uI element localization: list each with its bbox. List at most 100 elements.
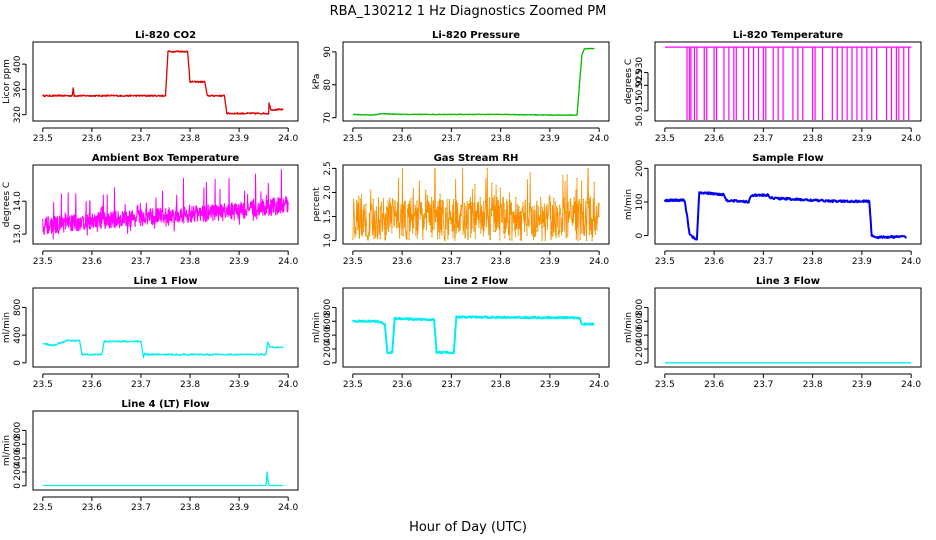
x-tick-label: 24.0 bbox=[589, 134, 609, 144]
plot-area bbox=[663, 191, 908, 241]
y-tick-label: 50.925 bbox=[635, 70, 645, 102]
x-tick-label: 23.6 bbox=[704, 134, 724, 144]
x-tick-label: 23.9 bbox=[540, 134, 560, 144]
x-tick-label: 23.9 bbox=[229, 380, 249, 390]
x-tick-label: 23.5 bbox=[33, 134, 53, 144]
series-line bbox=[42, 50, 284, 115]
x-tick-label: 23.9 bbox=[852, 380, 872, 390]
plot-frame bbox=[32, 164, 299, 245]
y-tick-label: 1.5 bbox=[323, 209, 333, 223]
x-tick-label: 23.7 bbox=[441, 380, 461, 390]
x-tick-label: 23.7 bbox=[441, 134, 461, 144]
y-axis-label: degrees C bbox=[624, 59, 634, 104]
panel-title: Line 1 Flow bbox=[134, 276, 198, 287]
plot-area bbox=[352, 47, 595, 117]
y-tick-label: 400 bbox=[13, 326, 23, 343]
x-tick-label: 23.5 bbox=[343, 257, 363, 267]
x-tick-label: 24.0 bbox=[901, 257, 921, 267]
y-tick-label: 800 bbox=[635, 299, 645, 316]
series-line bbox=[352, 168, 600, 242]
y-tick-label: 600 bbox=[635, 312, 645, 329]
panel-title: Line 4 (LT) Flow bbox=[121, 399, 209, 410]
x-tick-label: 23.7 bbox=[131, 257, 151, 267]
panel-licor_temp: Li-820 Temperature 23.5 23.6 23.7 23.8 23.9 24… bbox=[624, 30, 922, 144]
x-tick-label: 24.0 bbox=[278, 503, 298, 513]
x-tick-label: 23.6 bbox=[82, 134, 102, 144]
x-tick-label: 23.5 bbox=[33, 503, 53, 513]
x-tick-label: 23.8 bbox=[491, 134, 511, 144]
y-tick-label: 600 bbox=[323, 312, 333, 329]
x-tick-label: 23.8 bbox=[180, 134, 200, 144]
x-tick-label: 23.7 bbox=[753, 134, 773, 144]
series-line bbox=[42, 339, 284, 359]
y-tick-label: 0 bbox=[323, 360, 333, 366]
panel-title: Ambient Box Temperature bbox=[92, 153, 239, 164]
series-points bbox=[352, 167, 600, 242]
panel-title: Li-820 Temperature bbox=[733, 30, 843, 41]
x-tick-label: 23.5 bbox=[33, 257, 53, 267]
y-tick-label: 200 bbox=[635, 160, 645, 177]
panel-title: Sample Flow bbox=[752, 153, 824, 164]
x-tick-label: 23.7 bbox=[753, 257, 773, 267]
y-tick-label: 80 bbox=[323, 79, 333, 91]
y-axis-label: kPa bbox=[312, 74, 322, 90]
y-tick-label: 2.5 bbox=[323, 161, 333, 175]
x-tick-label: 23.6 bbox=[82, 257, 102, 267]
x-tick-label: 24.0 bbox=[901, 134, 921, 144]
x-tick-label: 24.0 bbox=[278, 134, 298, 144]
x-tick-label: 23.9 bbox=[852, 257, 872, 267]
y-tick-label: 400 bbox=[635, 326, 645, 343]
panel-ambient_temp: Ambient Box Temperature 23.5 23.6 23.7 23.8 2… bbox=[2, 153, 299, 267]
series-line bbox=[351, 315, 595, 355]
panel-title: Line 2 Flow bbox=[444, 276, 508, 287]
panel-co2: Li-820 CO2 23.5 23.6 23.7 23.8 23.9 24.0 320 360… bbox=[2, 30, 299, 144]
plot-area bbox=[351, 315, 595, 355]
x-tick-label: 23.5 bbox=[655, 380, 675, 390]
y-tick-label: 800 bbox=[13, 422, 23, 439]
plot-frame bbox=[32, 287, 299, 368]
y-tick-label: 400 bbox=[13, 449, 23, 466]
x-tick-label: 24.0 bbox=[589, 380, 609, 390]
plot-area bbox=[664, 46, 912, 120]
panel-rh: Gas Stream RH 23.5 23.6 23.7 23.8 23.9 24.0 1.0… bbox=[312, 153, 610, 267]
panel-title: Li-820 CO2 bbox=[135, 30, 196, 41]
y-axis-label: ml/min bbox=[2, 312, 12, 343]
panel-line2: Line 2 Flow 23.5 23.6 23.7 23.8 23.9 24.0 0 2004… bbox=[312, 276, 610, 390]
plot-frame bbox=[32, 41, 299, 122]
y-tick-label: 90 bbox=[323, 46, 333, 58]
plot-frame bbox=[32, 410, 299, 491]
panel-line1: Line 1 Flow 23.5 23.6 23.7 23.8 23.9 24.0 0 400 8… bbox=[2, 276, 299, 390]
x-tick-label: 23.8 bbox=[180, 380, 200, 390]
x-tick-label: 24.0 bbox=[589, 257, 609, 267]
plot-area bbox=[352, 167, 600, 242]
y-tick-label: 13.0 bbox=[13, 224, 23, 244]
y-tick-label: 800 bbox=[323, 299, 333, 316]
x-tick-label: 24.0 bbox=[278, 380, 298, 390]
x-tick-label: 23.7 bbox=[753, 380, 773, 390]
y-tick-label: 0 bbox=[13, 360, 23, 366]
x-tick-label: 23.7 bbox=[131, 503, 151, 513]
y-axis-label: Licor ppm bbox=[2, 59, 12, 104]
y-axis-label: ml/min bbox=[624, 312, 634, 343]
plot-area bbox=[42, 471, 284, 487]
figure-title: RBA_130212 1 Hz Diagnostics Zoomed PM bbox=[330, 4, 607, 19]
panel-grid: Li-820 CO2 23.5 23.6 23.7 23.8 23.9 24.0 320 360… bbox=[2, 30, 922, 513]
x-tick-label: 23.5 bbox=[343, 134, 363, 144]
y-axis-label: ml/min bbox=[312, 312, 322, 343]
x-tick-label: 23.8 bbox=[491, 380, 511, 390]
y-tick-label: 70 bbox=[323, 112, 333, 124]
x-tick-label: 23.8 bbox=[491, 257, 511, 267]
x-tick-label: 23.9 bbox=[229, 503, 249, 513]
y-axis-label: ml/min bbox=[624, 189, 634, 220]
y-tick-label: 50.915 bbox=[635, 95, 645, 127]
x-tick-label: 23.6 bbox=[704, 257, 724, 267]
plot-frame bbox=[342, 287, 610, 368]
series-line bbox=[42, 169, 289, 240]
y-tick-label: 2.0 bbox=[323, 185, 333, 200]
x-tick-label: 23.8 bbox=[180, 503, 200, 513]
panel-sample_flow: Sample Flow 23.5 23.6 23.7 23.8 23.9 24.0 0 100 2… bbox=[624, 153, 922, 267]
x-tick-label: 23.9 bbox=[852, 134, 872, 144]
plot-frame bbox=[654, 164, 922, 245]
x-tick-label: 23.6 bbox=[82, 503, 102, 513]
x-tick-label: 23.6 bbox=[82, 380, 102, 390]
